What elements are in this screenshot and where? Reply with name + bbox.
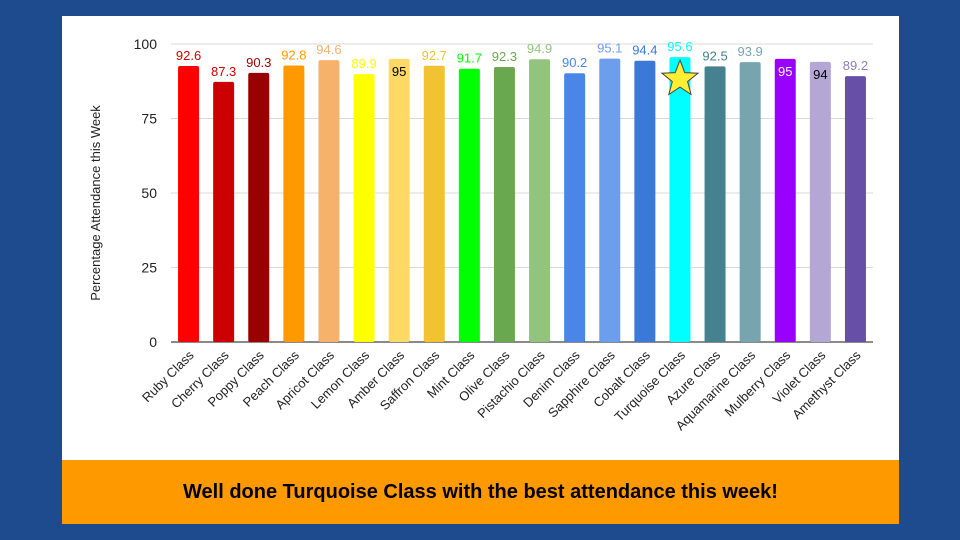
bar	[599, 58, 621, 343]
bar	[493, 66, 515, 343]
star-icon	[660, 58, 700, 96]
bar	[388, 58, 410, 343]
banner-text: Well done Turquoise Class with the best …	[183, 480, 778, 503]
bar	[809, 61, 831, 342]
data-label: 90.2	[562, 55, 587, 70]
bar	[458, 68, 480, 342]
data-label: 92.7	[422, 48, 447, 63]
bar	[178, 66, 200, 342]
bar	[529, 59, 551, 342]
bar	[774, 58, 796, 343]
data-label: 91.7	[457, 51, 482, 66]
data-label: 95.6	[667, 39, 692, 54]
bar	[318, 60, 340, 342]
data-label: 95.1	[597, 41, 622, 56]
bar	[634, 60, 656, 343]
data-label: 87.3	[211, 64, 236, 79]
data-label: 95	[392, 64, 406, 79]
data-label: 92.3	[492, 49, 517, 64]
bar	[423, 65, 445, 342]
y-tick-label: 50	[141, 185, 157, 201]
bar	[739, 62, 761, 342]
data-label: 94.9	[527, 41, 552, 56]
y-tick-label: 100	[134, 36, 158, 52]
bar	[213, 81, 235, 342]
bar	[564, 73, 586, 343]
data-label: 92.6	[176, 48, 201, 63]
data-label: 89.2	[843, 58, 868, 73]
attendance-bar-chart: 0 25 50 75 100 Percentage Attendance this Wee…	[88, 36, 873, 433]
data-label: 89.9	[351, 56, 376, 71]
bar	[248, 72, 270, 342]
y-tick-label: 75	[141, 111, 157, 127]
data-label: 94	[813, 67, 827, 82]
bar	[283, 65, 305, 343]
y-tick-label: 0	[149, 334, 157, 350]
data-label: 94.4	[632, 43, 657, 58]
bar	[704, 66, 726, 342]
bar	[844, 76, 866, 343]
data-label: 95	[778, 64, 792, 79]
bar	[353, 74, 375, 343]
data-label: 90.3	[246, 55, 271, 70]
data-label: 94.6	[316, 42, 341, 57]
data-label: 93.9	[737, 44, 762, 59]
announcement-banner: Well done Turquoise Class with the best …	[62, 460, 899, 524]
data-label: 92.8	[281, 47, 306, 62]
bar	[669, 57, 691, 342]
slide-panel: 0 25 50 75 100 Percentage Attendance this Wee…	[62, 16, 899, 460]
y-tick-label: 25	[141, 260, 157, 276]
y-axis-label: Percentage Attendance this Week	[88, 105, 103, 301]
data-label: 92.5	[702, 48, 727, 63]
